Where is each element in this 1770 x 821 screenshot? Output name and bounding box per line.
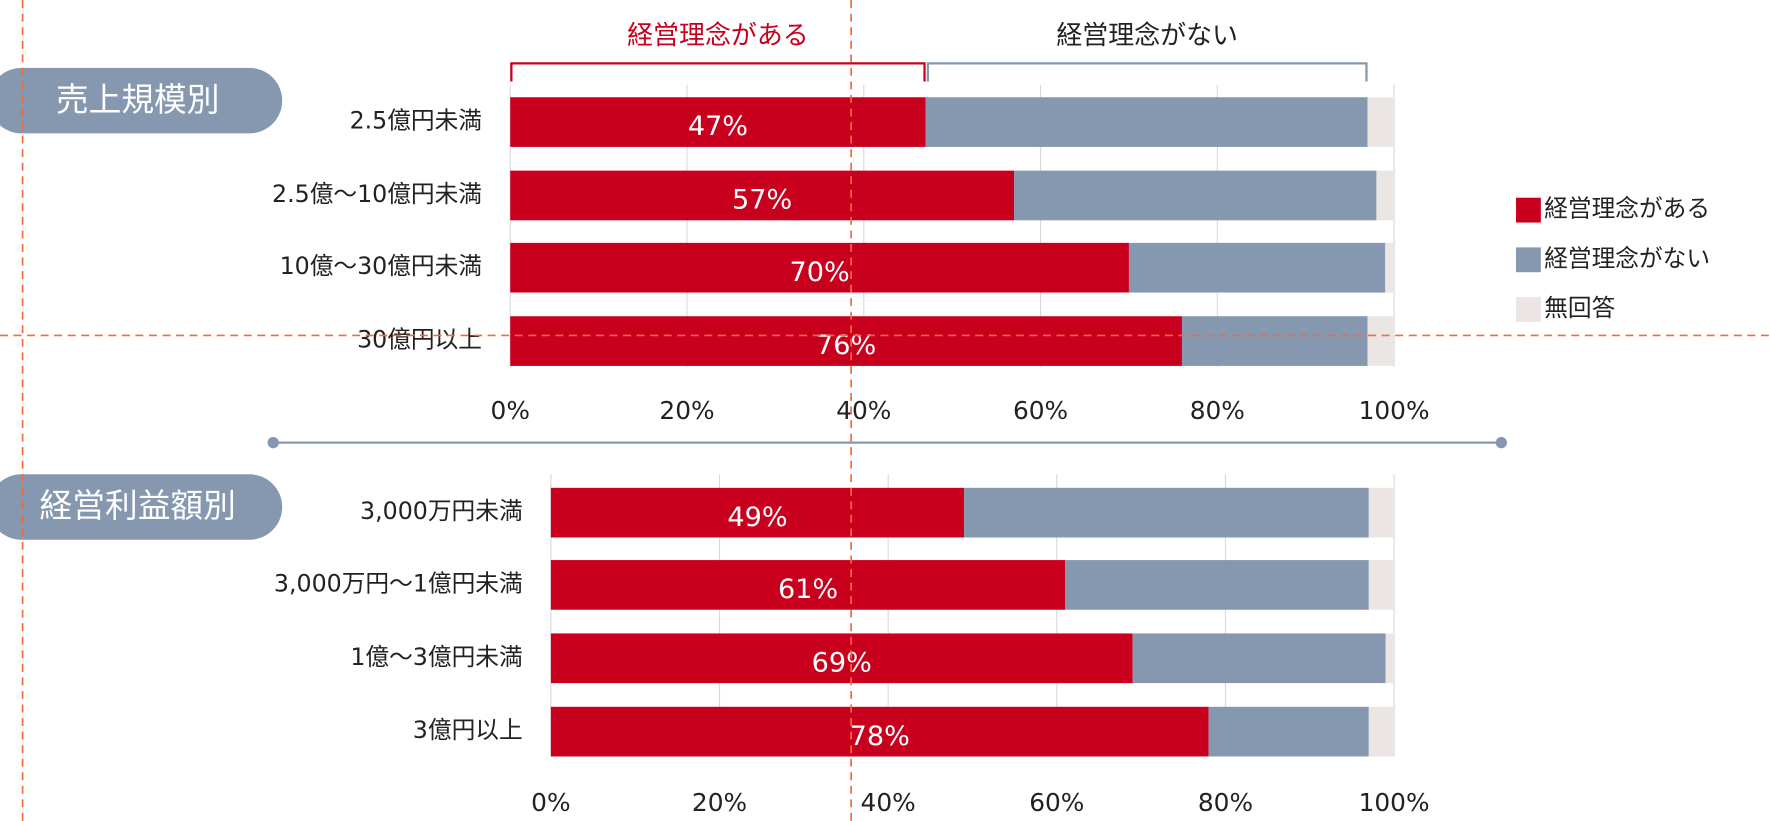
x-tick-label: 40% (836, 396, 891, 425)
bar-segment (1181, 316, 1368, 366)
category-label: 30億円以上 (357, 326, 482, 354)
bar-segment (550, 560, 1066, 610)
x-tick-label: 60% (1029, 788, 1084, 817)
bar-segment (1385, 633, 1395, 684)
bar-segment (1367, 97, 1395, 147)
category-label: 3,000万円～1億円未満 (274, 569, 523, 597)
section-title: 売上規模別 (56, 81, 220, 119)
x-tick-label: 40% (861, 788, 916, 817)
x-tick-label: 80% (1190, 396, 1245, 425)
value-label: 78% (850, 721, 910, 752)
bracket-label: 経営理念がある (627, 21, 809, 51)
x-tick-label: 100% (1359, 396, 1430, 425)
x-tick-label: 20% (659, 396, 714, 425)
x-tick-label: 80% (1198, 788, 1253, 817)
bar-segment (1368, 706, 1395, 757)
bracket (510, 62, 926, 82)
value-label: 49% (727, 502, 787, 533)
bar-segment (550, 487, 965, 538)
bar-segment (1368, 560, 1395, 610)
divider-dot (267, 437, 279, 449)
value-label: 61% (778, 574, 838, 605)
bar-segment (510, 170, 1015, 221)
legend-label: 経営理念がある (1544, 195, 1710, 223)
x-tick-label: 20% (692, 788, 747, 817)
section-title: 経営利益額別 (40, 487, 236, 525)
value-label: 69% (812, 647, 872, 678)
value-label: 57% (732, 185, 792, 216)
bracket (926, 62, 1368, 82)
bar-segment (1014, 170, 1377, 221)
category-label: 3億円以上 (413, 716, 523, 744)
x-tick-label: 60% (1013, 396, 1068, 425)
legend-label: 経営理念がない (1544, 244, 1710, 272)
bar-segment (1385, 242, 1395, 293)
category-label: 2.5億円未満 (350, 107, 482, 135)
category-label: 2.5億～10億円未満 (272, 180, 482, 208)
bracket-label: 経営理念がない (1056, 21, 1238, 51)
legend-swatch (1516, 247, 1541, 273)
value-label: 47% (688, 111, 748, 142)
category-label: 10億～30億円未満 (280, 252, 482, 280)
bar-segment (550, 633, 1133, 684)
value-label: 70% (789, 257, 849, 288)
bar-segment (1376, 170, 1395, 221)
legend-swatch (1516, 197, 1541, 223)
bar-segment (550, 706, 1209, 757)
bar-segment (1132, 633, 1386, 684)
bar-segment (1128, 242, 1386, 293)
bar-segment (510, 242, 1129, 293)
bar-segment (1368, 487, 1395, 538)
bar-segment (510, 316, 1182, 366)
bar-segment (925, 97, 1368, 147)
x-tick-label: 0% (531, 788, 570, 817)
bar-segment (510, 97, 926, 147)
bar-segment (1065, 560, 1369, 610)
x-tick-label: 0% (491, 396, 530, 425)
section-pill (0, 474, 283, 540)
x-tick-label: 100% (1359, 788, 1430, 817)
bar-segment (1208, 706, 1369, 757)
category-label: 1億～3億円未満 (350, 643, 522, 671)
bar-segment (1367, 316, 1395, 366)
bar-segment (964, 487, 1369, 538)
legend-swatch (1516, 297, 1541, 322)
divider-dot (1495, 437, 1507, 449)
legend-label: 無回答 (1544, 294, 1615, 322)
section-pill (0, 67, 283, 134)
category-label: 3,000万円未満 (360, 497, 523, 525)
